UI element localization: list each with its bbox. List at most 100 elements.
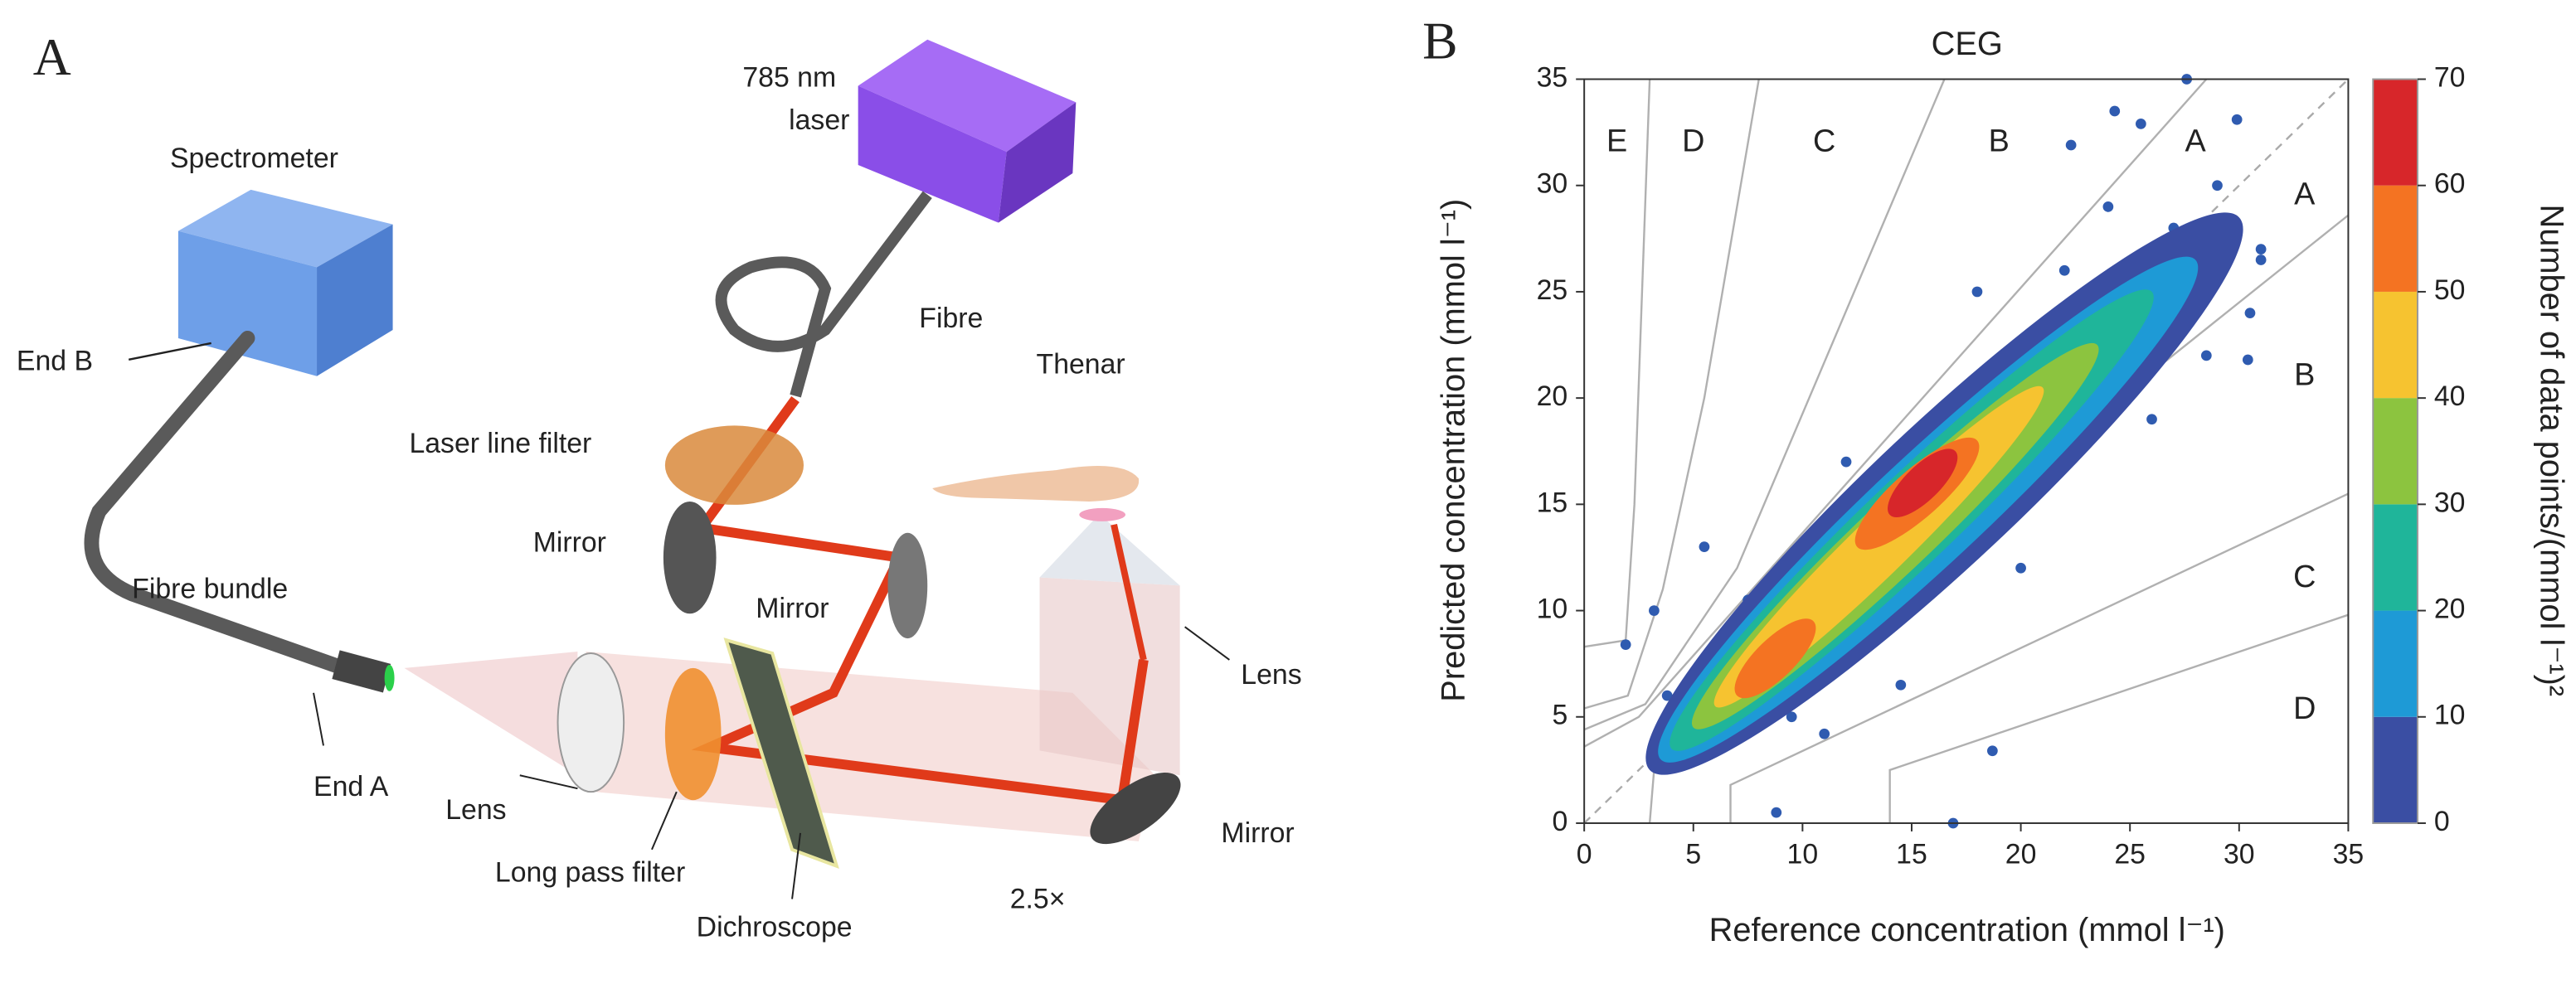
zone-label: A xyxy=(2294,177,2316,212)
laser-beam xyxy=(1111,523,1147,661)
colorbar-tick-label: 70 xyxy=(2434,61,2466,93)
point xyxy=(1840,456,1852,468)
panel-b: B CEG Reference concentration (mmol l⁻¹)… xyxy=(1422,11,2569,948)
label: Mirror xyxy=(756,593,829,624)
y-axis-label: Predicted concentration (mmol l⁻¹) xyxy=(1435,199,1471,702)
colorbar-band xyxy=(2373,185,2418,292)
mirror xyxy=(887,532,928,639)
x-tick-label: 30 xyxy=(2224,839,2255,870)
colorbar-band xyxy=(2373,610,2418,717)
zone-label: A xyxy=(2185,124,2207,158)
point xyxy=(2065,139,2077,151)
dichroscope xyxy=(723,637,839,869)
x-tick-label: 35 xyxy=(2333,839,2365,870)
chart-title: CEG xyxy=(1932,26,2003,62)
label: Fibre xyxy=(919,303,983,334)
zone-label: D xyxy=(2293,691,2316,726)
colorbar-tick-label: 40 xyxy=(2434,381,2466,412)
zone-line xyxy=(1583,79,1651,648)
mirror xyxy=(663,501,717,614)
colorbar-band xyxy=(2373,504,2418,611)
point xyxy=(1786,711,1797,723)
hand xyxy=(932,466,1140,502)
zone-line xyxy=(1583,79,1946,731)
label: Laser line filter xyxy=(409,428,591,459)
pointer xyxy=(128,342,211,361)
y-tick-label: 5 xyxy=(1552,700,1567,731)
long-pass-filter xyxy=(664,667,722,801)
colorbar-band xyxy=(2373,79,2418,186)
colorbar-tick-label: 10 xyxy=(2434,700,2466,731)
density-region xyxy=(1888,448,1958,518)
label: Lens xyxy=(445,794,506,826)
y-tick-label: 15 xyxy=(1537,487,1568,518)
spot xyxy=(1079,507,1126,521)
point xyxy=(1771,807,1782,818)
x-tick-label: 25 xyxy=(2114,839,2146,870)
pointer xyxy=(519,774,578,790)
label: laser xyxy=(789,104,849,136)
colorbar-band xyxy=(2373,398,2418,505)
plot-frame xyxy=(1583,78,2350,824)
point xyxy=(2102,201,2114,212)
end-a-face xyxy=(384,664,395,691)
laser-top xyxy=(858,39,1077,153)
x-axis-label: Reference concentration (mmol l⁻¹) xyxy=(1709,912,2225,948)
label: 2.5× xyxy=(1010,883,1066,914)
point xyxy=(2200,350,2212,361)
label: Long pass filter xyxy=(495,857,685,889)
zone-label: C xyxy=(2293,560,2316,594)
zone-line xyxy=(1583,79,1760,710)
label: Thenar xyxy=(1037,349,1125,381)
y-tick-label: 25 xyxy=(1537,274,1568,306)
point xyxy=(2212,180,2223,191)
label: End A xyxy=(313,771,389,802)
zone-label: B xyxy=(1989,124,2010,158)
x-tick-label: 20 xyxy=(2005,839,2037,870)
point xyxy=(2255,254,2267,265)
cone xyxy=(404,652,578,776)
panel-label: B xyxy=(1422,11,1457,70)
panel-a: A 785 nm laser Spectrometer End B Fibre … xyxy=(17,27,1302,943)
spectrometer-front xyxy=(177,230,318,376)
panel-label: A xyxy=(33,27,71,86)
mirror xyxy=(1090,773,1181,845)
point xyxy=(1987,745,1998,757)
zone-label: B xyxy=(2294,357,2315,392)
point xyxy=(2146,414,2157,425)
zone-line xyxy=(1583,78,2208,748)
colorbar-tick-label: 0 xyxy=(2434,806,2450,837)
label: Lens xyxy=(1241,659,1301,691)
label: Mirror xyxy=(533,527,606,559)
label: Spectrometer xyxy=(170,143,338,174)
point xyxy=(1649,605,1660,616)
fibre xyxy=(715,191,932,398)
zone-label: E xyxy=(1606,124,1627,158)
point xyxy=(1661,690,1673,701)
label: Dichroscope xyxy=(697,911,853,943)
fibre-bundle xyxy=(84,330,351,676)
density-region xyxy=(1734,618,1816,699)
point xyxy=(2255,244,2267,255)
x-tick-label: 15 xyxy=(1896,839,1927,870)
laser-front xyxy=(858,85,1007,223)
zone-label: C xyxy=(1813,124,1835,158)
colorbar-band xyxy=(2373,716,2418,823)
laser-side xyxy=(998,102,1077,223)
point xyxy=(1699,541,1710,553)
x-tick-label: 10 xyxy=(1787,839,1819,870)
zone-label: D xyxy=(1682,124,1704,158)
pointer xyxy=(791,832,802,899)
point xyxy=(1895,679,1907,691)
colorbar-tick-label: 50 xyxy=(2434,274,2466,306)
thenar-tube xyxy=(1039,577,1180,776)
colorbar-tick-label: 20 xyxy=(2434,593,2466,624)
colorbar-band xyxy=(2373,291,2418,399)
pointer xyxy=(1184,626,1230,661)
end-a-connector xyxy=(332,650,391,693)
colorbar-frame xyxy=(2372,78,2418,824)
colorbar-tick-label: 30 xyxy=(2434,487,2466,518)
pointer xyxy=(651,791,678,851)
label: Mirror xyxy=(1221,817,1294,849)
y-tick-label: 35 xyxy=(1537,61,1568,93)
